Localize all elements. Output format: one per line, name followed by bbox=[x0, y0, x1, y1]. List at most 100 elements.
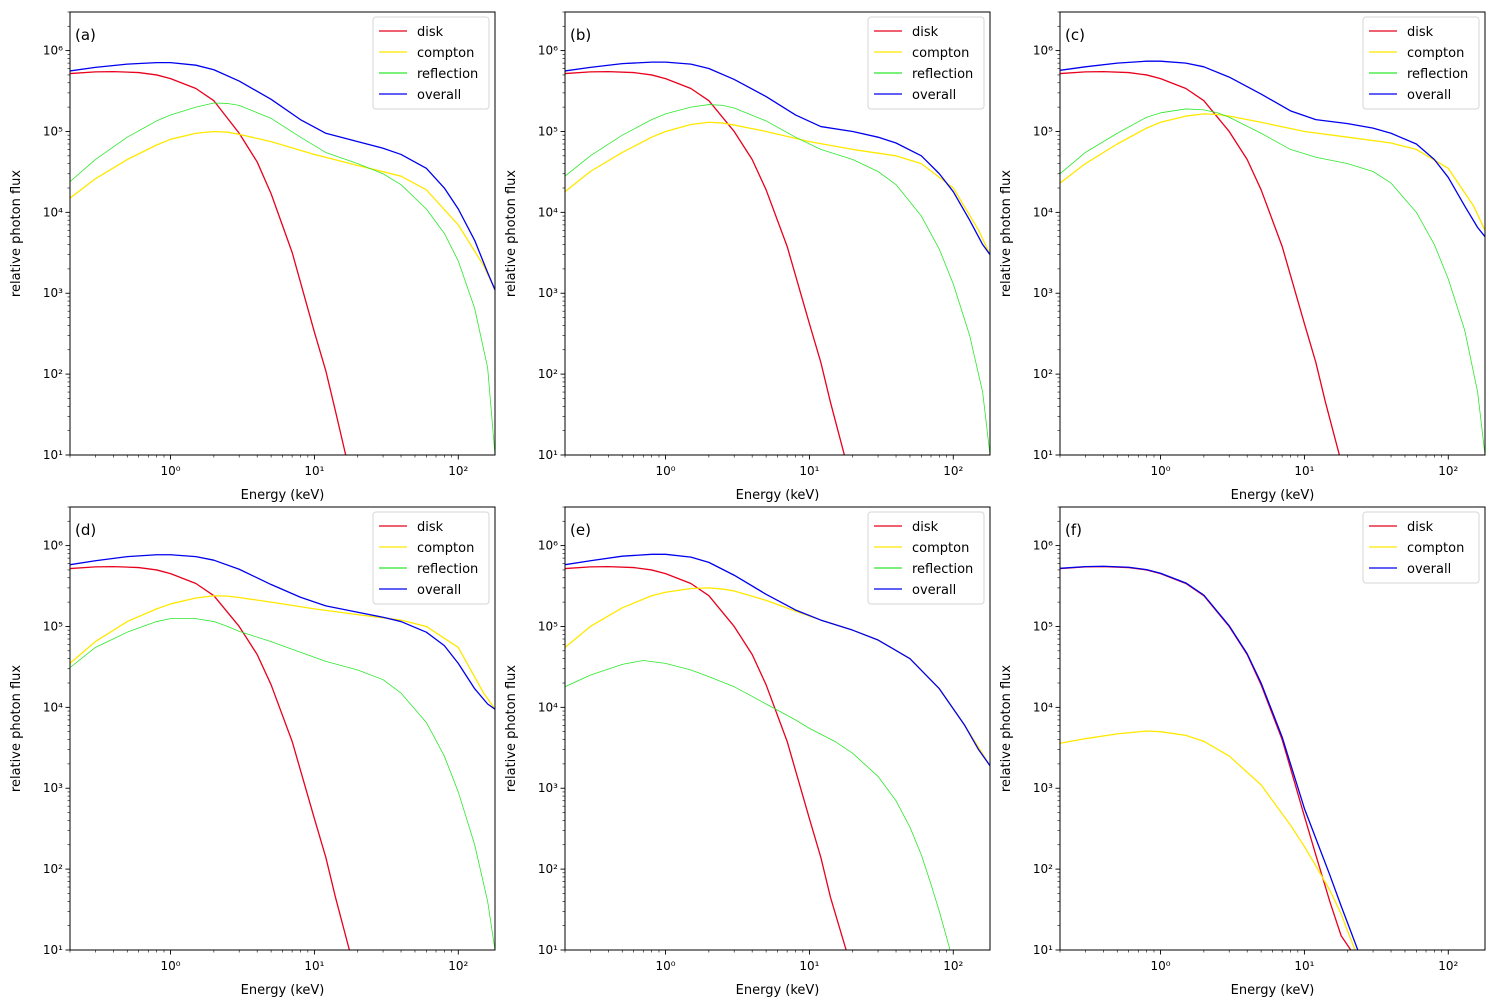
y-tick-label: 10⁵ bbox=[1033, 619, 1053, 633]
axes-frame bbox=[1059, 506, 1486, 951]
panel-label: (a) bbox=[75, 26, 96, 44]
series-line-disk bbox=[70, 70, 347, 455]
axes-frame bbox=[69, 506, 496, 951]
legend-label-disk: disk bbox=[417, 25, 444, 40]
axes-frame bbox=[1059, 11, 1486, 456]
y-axis-label: relative photon flux bbox=[9, 170, 24, 297]
x-axis-label: Energy (keV) bbox=[736, 488, 820, 503]
x-tick-label: 10² bbox=[1438, 959, 1458, 973]
series-line-disk bbox=[565, 565, 847, 950]
x-tick-label: 10² bbox=[448, 959, 468, 973]
y-tick-label: 10³ bbox=[538, 781, 558, 795]
series-line-compton bbox=[565, 587, 990, 767]
legend-label-overall: overall bbox=[417, 583, 461, 598]
legend: disk compton reflection overall bbox=[867, 16, 985, 110]
legend-box bbox=[867, 16, 985, 110]
series-line-reflection bbox=[70, 618, 495, 950]
chart-panel-c: 10⁰ 10¹ 10² 10¹ 10² 10³ 10⁴ 10⁵ 10⁶ Energy (keV) r… bbox=[999, 11, 1486, 503]
x-tick-label: 10¹ bbox=[1294, 464, 1314, 478]
series-line-overall bbox=[565, 61, 990, 256]
legend-label-compton: compton bbox=[417, 46, 474, 61]
y-tick-label: 10⁴ bbox=[43, 205, 63, 219]
y-tick-label: 10⁴ bbox=[538, 700, 558, 714]
y-tick-label: 10³ bbox=[1033, 781, 1053, 795]
y-axis-label: relative photon flux bbox=[504, 170, 519, 297]
x-axis-label: Energy (keV) bbox=[1231, 983, 1315, 998]
y-tick-label: 10⁵ bbox=[1033, 124, 1053, 138]
series-line-overall bbox=[70, 554, 495, 710]
axes-frame bbox=[564, 506, 991, 951]
x-tick-label: 10¹ bbox=[799, 959, 819, 973]
series-line-compton bbox=[70, 130, 495, 291]
legend-label-compton: compton bbox=[417, 541, 474, 556]
y-tick-label: 10² bbox=[1033, 367, 1053, 381]
y-tick-label: 10³ bbox=[538, 286, 558, 300]
y-tick-label: 10⁶ bbox=[1033, 44, 1053, 58]
x-tick-label: 10² bbox=[943, 464, 963, 478]
y-tick-label: 10³ bbox=[43, 286, 63, 300]
legend-label-reflection: reflection bbox=[912, 562, 973, 577]
y-tick-label: 10² bbox=[538, 862, 558, 876]
legend-label-disk: disk bbox=[1407, 520, 1434, 535]
panel-label: (e) bbox=[570, 521, 591, 539]
x-tick-label: 10⁰ bbox=[656, 959, 676, 973]
x-axis-label: Energy (keV) bbox=[241, 488, 325, 503]
x-tick-label: 10² bbox=[448, 464, 468, 478]
x-tick-label: 10¹ bbox=[1294, 959, 1314, 973]
legend-label-compton: compton bbox=[912, 541, 969, 556]
series-line-compton bbox=[1060, 730, 1356, 950]
legend: disk compton reflection overall bbox=[867, 511, 985, 605]
axes-frame bbox=[69, 11, 496, 456]
series-line-disk bbox=[1060, 565, 1352, 950]
legend-label-compton: compton bbox=[1407, 46, 1464, 61]
legend-label-disk: disk bbox=[417, 520, 444, 535]
y-tick-label: 10¹ bbox=[538, 943, 558, 957]
y-tick-label: 10⁶ bbox=[538, 44, 558, 58]
series-line-reflection bbox=[565, 660, 951, 950]
x-axis-label: Energy (keV) bbox=[1231, 488, 1315, 503]
y-tick-label: 10³ bbox=[43, 781, 63, 795]
x-tick-label: 10⁰ bbox=[161, 959, 181, 973]
legend-label-reflection: reflection bbox=[417, 562, 478, 577]
chart-panel-b: 10⁰ 10¹ 10² 10¹ 10² 10³ 10⁴ 10⁵ 10⁶ Energy (keV) r… bbox=[504, 11, 991, 503]
panel-label: (b) bbox=[570, 26, 591, 44]
chart-panel-f: 10⁰ 10¹ 10² 10¹ 10² 10³ 10⁴ 10⁵ 10⁶ Energy (keV) r… bbox=[999, 506, 1486, 998]
y-tick-label: 10⁵ bbox=[538, 124, 558, 138]
legend-box bbox=[1362, 16, 1480, 110]
series-line-compton bbox=[565, 121, 990, 255]
legend-label-overall: overall bbox=[1407, 88, 1451, 103]
chart-panel-e: 10⁰ 10¹ 10² 10¹ 10² 10³ 10⁴ 10⁵ 10⁶ Energy (keV) r… bbox=[504, 506, 991, 998]
x-tick-label: 10⁰ bbox=[656, 464, 676, 478]
x-tick-label: 10⁰ bbox=[161, 464, 181, 478]
y-tick-label: 10¹ bbox=[1033, 943, 1053, 957]
panel-label: (d) bbox=[75, 521, 96, 539]
legend: disk compton overall bbox=[1362, 511, 1480, 584]
y-tick-label: 10⁶ bbox=[43, 44, 63, 58]
series-line-compton bbox=[70, 595, 495, 710]
y-tick-label: 10² bbox=[43, 862, 63, 876]
y-tick-label: 10¹ bbox=[538, 448, 558, 462]
x-tick-label: 10⁰ bbox=[1151, 464, 1171, 478]
legend-label-reflection: reflection bbox=[1407, 67, 1468, 82]
series-line-overall bbox=[1060, 565, 1359, 950]
y-tick-label: 10¹ bbox=[1033, 448, 1053, 462]
legend-box bbox=[372, 511, 490, 605]
legend-label-disk: disk bbox=[912, 25, 939, 40]
legend-label-disk: disk bbox=[1407, 25, 1434, 40]
series-line-overall bbox=[565, 553, 990, 767]
x-tick-label: 10⁰ bbox=[1151, 959, 1171, 973]
y-axis-label: relative photon flux bbox=[504, 665, 519, 792]
axes-frame bbox=[564, 11, 991, 456]
y-tick-label: 10⁶ bbox=[1033, 539, 1053, 553]
series-line-reflection bbox=[70, 102, 495, 455]
x-axis-label: Energy (keV) bbox=[241, 983, 325, 998]
y-tick-label: 10⁴ bbox=[1033, 700, 1053, 714]
legend-label-overall: overall bbox=[912, 88, 956, 103]
legend-label-compton: compton bbox=[912, 46, 969, 61]
y-tick-label: 10⁶ bbox=[538, 539, 558, 553]
y-tick-label: 10¹ bbox=[43, 448, 63, 462]
series-line-compton bbox=[1060, 113, 1485, 231]
y-tick-label: 10² bbox=[538, 367, 558, 381]
legend: disk compton reflection overall bbox=[372, 511, 490, 605]
